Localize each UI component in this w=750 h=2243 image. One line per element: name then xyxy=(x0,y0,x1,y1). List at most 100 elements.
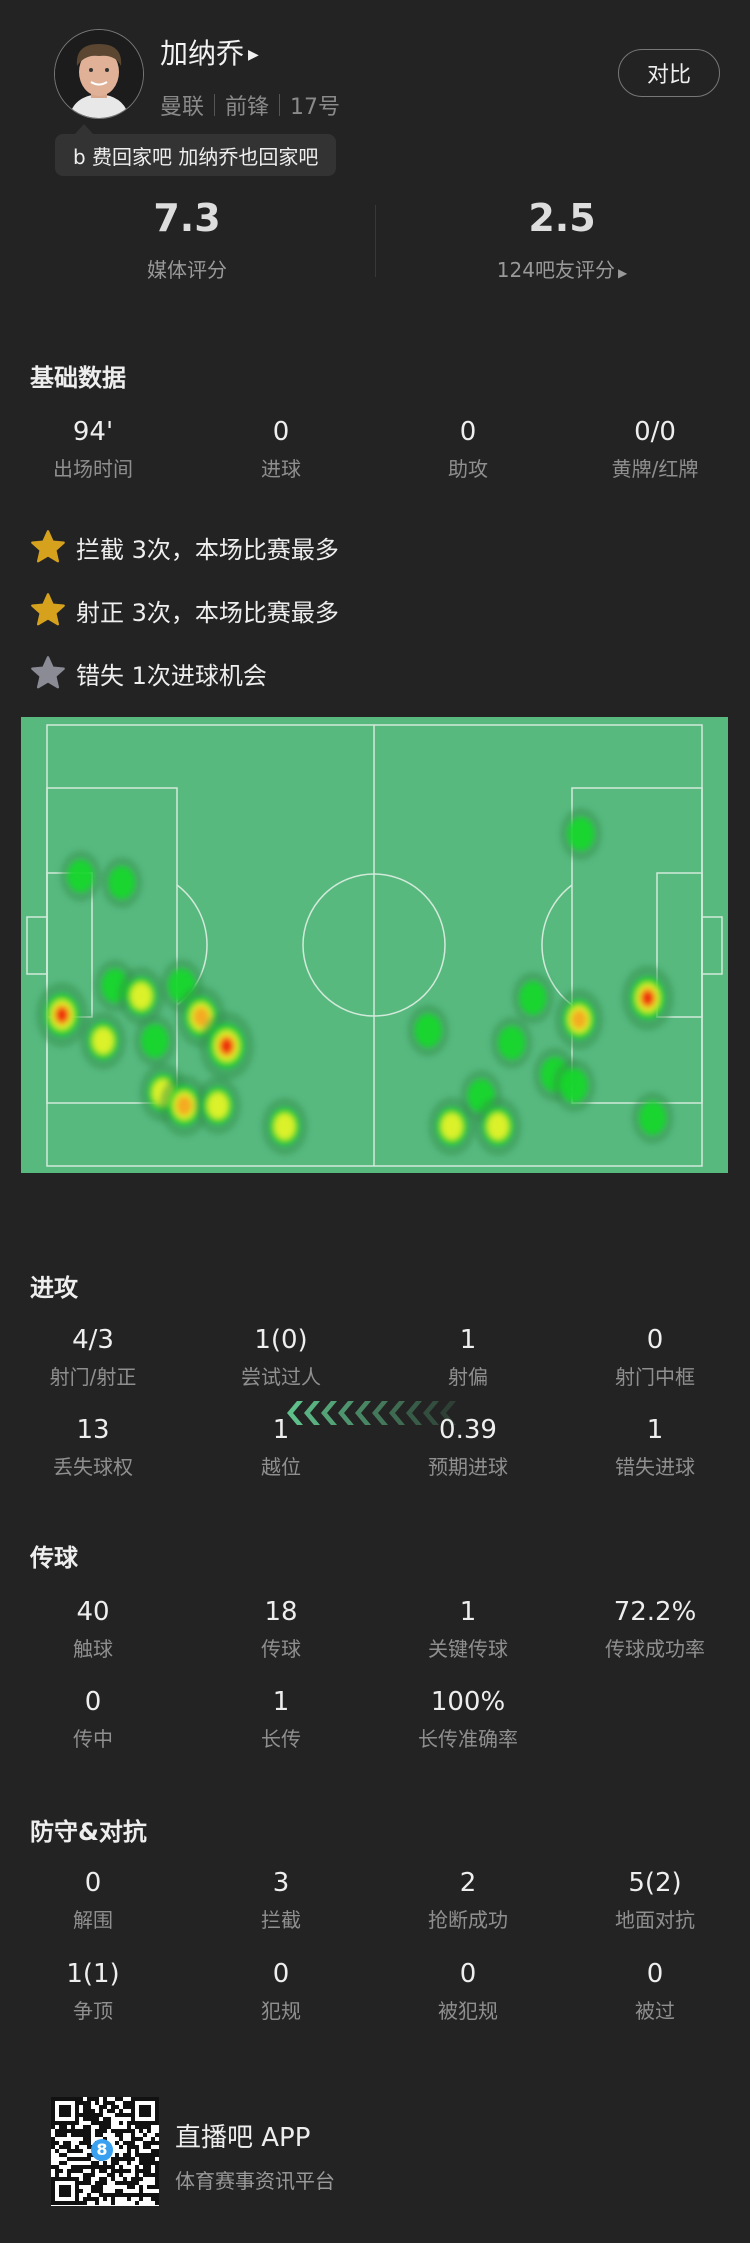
caret-right-icon: ▶ xyxy=(248,47,259,63)
fan-rating[interactable]: 2.5 124吧友评分 ▶ xyxy=(412,196,712,283)
player-photo-icon xyxy=(55,30,143,118)
stat-item: 3 拦截 xyxy=(186,1868,376,1933)
chevron-left-icon xyxy=(304,1401,320,1425)
heat-spot xyxy=(631,1091,674,1145)
stat-label: 丢失球权 xyxy=(53,1455,133,1479)
stat-label: 出场时间 xyxy=(53,457,133,481)
player-team: 曼联 xyxy=(160,95,205,120)
highlight-text: 拦截 3次，本场比赛最多 xyxy=(76,535,339,564)
bubble-pointer xyxy=(74,124,94,135)
chevron-left-icon xyxy=(440,1401,456,1425)
stat-item: 100% 长传准确率 xyxy=(373,1687,563,1752)
comment-bubble[interactable]: b 费回家吧 加纳乔也回家吧 xyxy=(55,134,337,176)
chevron-left-icon xyxy=(321,1401,337,1425)
divider xyxy=(214,94,216,116)
player-name-link[interactable]: 加纳乔 ▶ xyxy=(160,32,259,72)
heat-spot xyxy=(101,857,143,909)
stat-value: 1(1) xyxy=(66,1959,120,1989)
media-rating-value: 7.3 xyxy=(153,196,221,240)
stat-label: 传球 xyxy=(261,1637,301,1661)
stat-item: 1(0) 尝试过人 xyxy=(186,1325,376,1390)
stat-item: 0 射门中框 xyxy=(560,1325,750,1390)
stat-label: 射门中框 xyxy=(615,1365,695,1389)
stat-item: 5(2) 地面对抗 xyxy=(560,1868,750,1933)
stat-item: 1 关键传球 xyxy=(373,1597,563,1662)
chevron-left-icon xyxy=(372,1401,388,1425)
right-goal xyxy=(701,916,723,975)
stat-item: 4/3 射门/射正 xyxy=(0,1325,188,1390)
stat-label: 进球 xyxy=(261,457,301,481)
qr-finder xyxy=(139,2105,151,2117)
stat-label: 传中 xyxy=(73,1727,113,1751)
chevron-left-icon xyxy=(423,1401,439,1425)
stat-item: 72.2% 传球成功率 xyxy=(560,1597,750,1662)
qr-finder xyxy=(59,2185,71,2197)
stat-label: 长传 xyxy=(261,1727,301,1751)
heat-spot xyxy=(60,850,102,902)
stat-label: 争顶 xyxy=(73,1999,113,2023)
stat-label: 解围 xyxy=(73,1908,113,1932)
stat-item: 0 被过 xyxy=(560,1959,750,2024)
stat-value: 100% xyxy=(430,1687,506,1717)
media-rating-label: 媒体评分 xyxy=(147,258,227,282)
stat-value: 0.39 xyxy=(439,1415,497,1445)
chevron-left-icon xyxy=(355,1401,371,1425)
stat-item: 2 抢断成功 xyxy=(373,1868,563,1933)
stat-value: 0 xyxy=(272,417,290,447)
player-number: 17号 xyxy=(290,95,341,120)
stat-value: 0 xyxy=(272,1959,290,1989)
stat-label: 传球成功率 xyxy=(605,1637,705,1661)
stat-value: 1 xyxy=(459,1597,477,1627)
qr-code-image xyxy=(51,2097,159,2205)
compare-button[interactable]: 对比 xyxy=(618,49,720,97)
stat-label: 拦截 xyxy=(261,1908,301,1932)
heat-spot xyxy=(552,1058,596,1113)
fan-rating-link[interactable]: 124吧友评分 ▶ xyxy=(412,254,712,283)
stat-item: 1(1) 争顶 xyxy=(0,1959,188,2024)
qr-code: 8 xyxy=(51,2097,159,2206)
stat-value: 1 xyxy=(459,1325,477,1355)
stat-value: 72.2% xyxy=(613,1597,697,1627)
stat-value: 94' xyxy=(72,417,114,447)
heat-spot xyxy=(35,982,89,1048)
stat-value: 1 xyxy=(272,1687,290,1717)
stat-item: 13 丢失球权 xyxy=(0,1415,188,1480)
section-title-basic: 基础数据 xyxy=(30,364,126,392)
heatmap-pitch xyxy=(21,717,728,1173)
player-meta: 曼联 前锋 17号 xyxy=(160,89,340,121)
pitch-lines xyxy=(26,724,723,1167)
qr-logo: 8 xyxy=(91,2139,113,2161)
stat-label: 尝试过人 xyxy=(241,1365,321,1389)
stat-label: 被过 xyxy=(635,1999,675,2023)
highlight-item: 射正 3次，本场比赛最多 xyxy=(30,592,339,628)
media-rating: 7.3 媒体评分 xyxy=(37,196,337,283)
stat-label: 射偏 xyxy=(448,1365,488,1389)
player-avatar[interactable] xyxy=(54,29,144,119)
heat-spot xyxy=(512,971,554,1025)
stat-value: 4/3 xyxy=(72,1325,114,1355)
stat-item: 0 助攻 xyxy=(373,417,563,482)
stat-item: 1 错失进球 xyxy=(560,1415,750,1480)
caret-right-icon: ▶ xyxy=(617,266,628,280)
stat-label: 黄牌/红牌 xyxy=(611,457,699,481)
stat-label: 抢断成功 xyxy=(428,1908,508,1932)
section-title-passing: 传球 xyxy=(30,1544,78,1572)
stat-value: 0/0 xyxy=(634,417,676,447)
stat-value: 0 xyxy=(646,1959,664,1989)
player-position: 前锋 xyxy=(225,95,270,120)
heat-spot xyxy=(621,965,674,1031)
qr-finder xyxy=(59,2105,71,2117)
stat-item: 40 触球 xyxy=(0,1597,188,1662)
heat-spot xyxy=(159,1074,210,1137)
right-penalty-arc xyxy=(541,884,573,1006)
chevron-left-icon xyxy=(338,1401,354,1425)
stat-item: 0.39 预期进球 xyxy=(373,1415,563,1480)
stat-label: 射门/射正 xyxy=(49,1365,137,1389)
highlight-item: 拦截 3次，本场比赛最多 xyxy=(30,529,339,565)
highlight-text: 射正 3次，本场比赛最多 xyxy=(76,598,339,627)
heat-spot xyxy=(117,966,165,1026)
stat-value: 0 xyxy=(84,1868,102,1898)
stat-value: 1 xyxy=(646,1415,664,1445)
section-title-defense: 防守&对抗 xyxy=(30,1818,147,1846)
stat-label: 犯规 xyxy=(261,1999,301,2023)
